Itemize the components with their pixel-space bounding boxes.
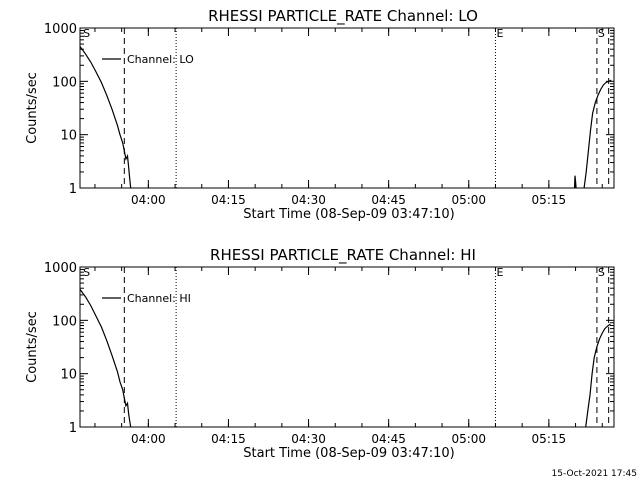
chart-panel-lo: RHESSI PARTICLE_RATE Channel: LO 04:00 04:… xyxy=(25,7,615,222)
y-tick-label: 100 xyxy=(52,314,77,329)
x-tick-label: 05:00 xyxy=(451,193,486,207)
chart-title: RHESSI PARTICLE_RATE Channel: HI xyxy=(210,246,476,265)
legend-label: Channel: LO xyxy=(127,53,194,66)
series-line xyxy=(79,46,132,189)
y-axis-label: Counts/sec xyxy=(25,311,40,383)
series-line xyxy=(79,289,132,428)
marker-label: S xyxy=(83,266,90,279)
x-tick-label: 04:15 xyxy=(211,193,246,207)
plot-frame xyxy=(79,266,615,428)
y-tick-label: 1 xyxy=(69,182,77,197)
y-tick-label: 1000 xyxy=(44,22,77,37)
marker-label: S xyxy=(598,266,605,279)
x-tick-label: 04:00 xyxy=(131,193,166,207)
y-tick-label: 1000 xyxy=(44,261,77,276)
legend-label: Channel: HI xyxy=(127,292,191,305)
x-axis-label: Start Time (08-Sep-09 03:47:10) xyxy=(243,446,454,461)
series-line xyxy=(585,323,611,428)
y-tick-label: 100 xyxy=(52,75,77,90)
x-axis-label: Start Time (08-Sep-09 03:47:10) xyxy=(243,207,454,222)
x-tick-label: 05:15 xyxy=(532,193,567,207)
series-line xyxy=(583,79,612,189)
footer-timestamp: 15-Oct-2021 17:45 xyxy=(552,469,637,479)
y-tick-label: 10 xyxy=(60,368,77,383)
x-tick-label: 05:15 xyxy=(532,432,567,446)
series-line xyxy=(573,175,577,189)
y-tick-label: 10 xyxy=(60,129,77,144)
x-tick-label: 04:15 xyxy=(211,432,246,446)
x-tick-label: 04:30 xyxy=(291,432,326,446)
marker-label: E xyxy=(496,266,503,279)
plot-frame xyxy=(79,27,615,189)
chart-title: RHESSI PARTICLE_RATE Channel: LO xyxy=(208,7,478,26)
marker-label: S xyxy=(598,27,605,40)
y-axis-label: Counts/sec xyxy=(25,72,40,144)
x-tick-label: 05:00 xyxy=(451,432,486,446)
marker-label: E xyxy=(496,27,503,40)
y-tick-label: 1 xyxy=(69,421,77,436)
marker-label: S xyxy=(83,27,90,40)
x-tick-label: 04:00 xyxy=(131,432,166,446)
x-tick-label: 04:45 xyxy=(371,432,406,446)
x-tick-label: 04:30 xyxy=(291,193,326,207)
chart-panel-hi: RHESSI PARTICLE_RATE Channel: HI 04:00 04:… xyxy=(25,246,615,461)
x-tick-label: 04:45 xyxy=(371,193,406,207)
